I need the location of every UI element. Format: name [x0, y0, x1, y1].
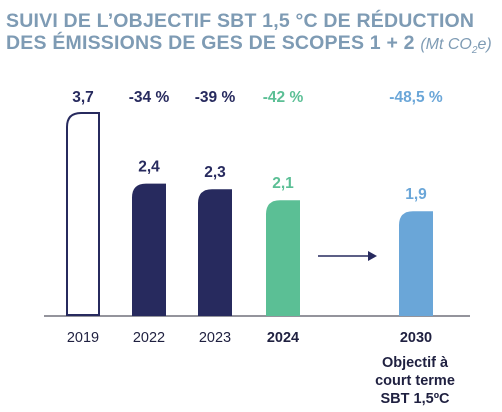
change-label-2024: -42 %: [263, 89, 304, 106]
bar-2024: [266, 200, 300, 316]
target-caption-line-3: SBT 1,5ºC: [380, 391, 450, 407]
bar-2030: [399, 211, 433, 316]
change-label-2019: 3,7: [72, 89, 94, 106]
chart-unit-subscript: 2: [471, 45, 478, 57]
chart-unit: (Mt CO2e): [420, 36, 492, 57]
value-label-2030: 1,9: [405, 186, 427, 203]
target-caption-line-2: court terme: [375, 373, 455, 389]
value-label-2024: 2,1: [272, 175, 294, 192]
change-label-2022: -34 %: [129, 89, 170, 106]
bar-2019: [66, 112, 100, 316]
x-label-2019: 2019: [66, 330, 100, 346]
chart-title-line-1: SUIVI DE L’OBJECTIF SBT 1,5 °C DE RÉDUCT…: [6, 10, 475, 32]
change-label-2023: -39 %: [195, 89, 236, 106]
chart-title-line-2: DES ÉMISSIONS DE GES DE SCOPES 1 + 2 (Mt…: [6, 32, 498, 62]
bar-2023: [198, 189, 232, 316]
x-label-2030: 2030: [399, 330, 433, 346]
right-arrow-head-icon: [368, 251, 377, 261]
x-label-2022: 2022: [132, 330, 166, 346]
chart-title-line-2-text: DES ÉMISSIONS DE GES DE SCOPES 1 + 2: [6, 32, 415, 54]
chart-unit-prefix: (Mt CO: [420, 36, 472, 53]
x-label-2024: 2024: [266, 330, 300, 346]
change-label-2030: -48,5 %: [389, 89, 443, 106]
target-caption-line-1: Objectif à: [381, 355, 449, 371]
x-label-2023: 2023: [198, 330, 232, 346]
bar-2022: [132, 183, 166, 316]
value-label-2022: 2,4: [138, 159, 160, 176]
chart-title: SUIVI DE L’OBJECTIF SBT 1,5 °C DE RÉDUCT…: [6, 10, 498, 62]
target-caption: Objectif à court terme SBT 1,5ºC: [345, 354, 485, 408]
chart-unit-suffix: e): [477, 36, 492, 53]
value-label-2023: 2,3: [204, 164, 226, 181]
